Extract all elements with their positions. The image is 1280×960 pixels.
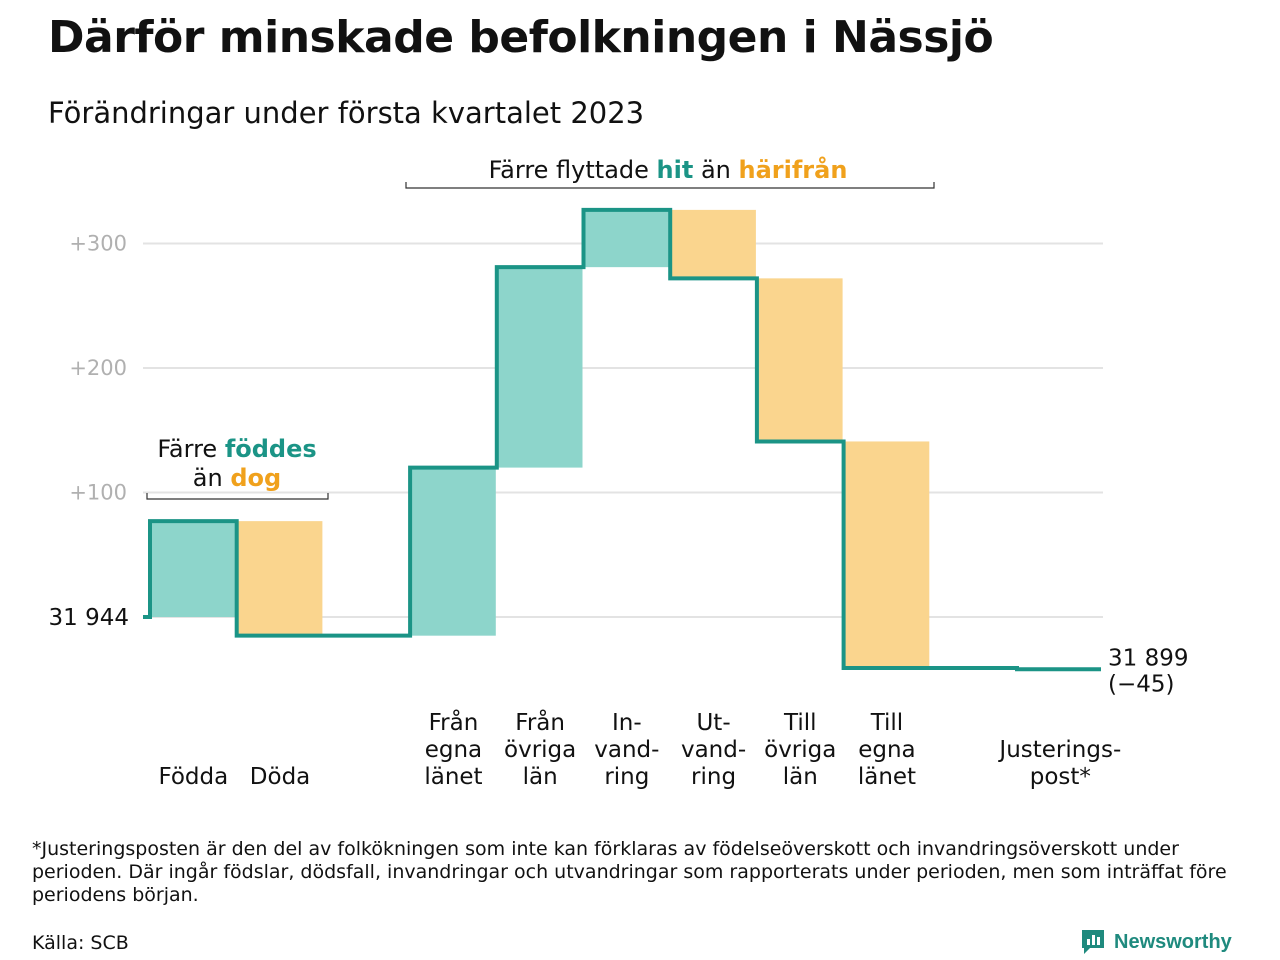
category-label: Till övriga län xyxy=(764,710,836,790)
bar-5 xyxy=(584,209,670,268)
category-label: Från övriga län xyxy=(504,708,576,790)
y-tick-label: +100 xyxy=(69,481,127,505)
bar-4 xyxy=(497,267,583,468)
bracket-migration xyxy=(405,182,935,189)
bar-3 xyxy=(411,467,496,636)
brand-name: Newsworthy xyxy=(1114,930,1232,953)
chart-subtitle: Förändringar under första kvartalet 2023 xyxy=(48,96,645,130)
y-tick-label: +200 xyxy=(69,356,127,380)
footnote: *Justeringsposten är den del av folkökni… xyxy=(32,838,1227,906)
source-label: Källa: SCB xyxy=(32,932,129,954)
bar-1 xyxy=(237,521,323,636)
chart-title: Därför minskade befolkningen i Nässjö xyxy=(48,12,994,63)
annotation-births-deaths-line2: än dog xyxy=(193,464,281,492)
category-label: Ut-vand-ring xyxy=(681,710,746,790)
category-label: Döda xyxy=(250,764,310,790)
category-label: In-vand-ring xyxy=(594,710,659,790)
category-label: Till egna länet xyxy=(858,710,916,790)
bar-0 xyxy=(151,521,236,617)
end-change-label: (−45) xyxy=(1108,671,1174,697)
bar-6 xyxy=(671,209,756,279)
category-label: Justerings-post* xyxy=(997,737,1121,790)
category-label: Från egna länet xyxy=(424,708,482,790)
bar-7 xyxy=(757,278,843,442)
bracket-births-deaths xyxy=(146,493,329,500)
annotation-births-deaths: Färre föddes xyxy=(157,435,316,463)
cumulative-step-line xyxy=(143,207,1101,672)
newsworthy-logo-icon xyxy=(1082,930,1104,954)
bar-8 xyxy=(844,441,930,669)
category-label: Födda xyxy=(158,764,228,790)
y-tick-label: +300 xyxy=(69,232,127,256)
start-value-label: 31 944 xyxy=(49,605,129,631)
annotation-migration: Färre flyttade hit än härifrån xyxy=(489,155,848,184)
end-value-label: 31 899 xyxy=(1108,645,1188,671)
brand-logo: Newsworthy xyxy=(1080,928,1232,956)
